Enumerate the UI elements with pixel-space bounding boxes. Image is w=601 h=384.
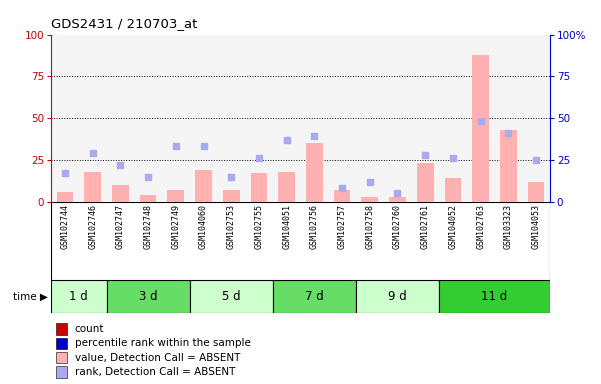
Bar bbox=[51, 280, 106, 313]
Bar bbox=[528, 182, 545, 202]
Point bbox=[504, 130, 513, 136]
Text: time ▶: time ▶ bbox=[13, 291, 48, 302]
Point bbox=[171, 143, 181, 149]
Text: GSM104051: GSM104051 bbox=[282, 204, 291, 249]
Text: GSM102760: GSM102760 bbox=[393, 204, 402, 249]
Text: 5 d: 5 d bbox=[222, 290, 240, 303]
Bar bbox=[472, 55, 489, 202]
Bar bbox=[56, 366, 67, 378]
Text: GSM102753: GSM102753 bbox=[227, 204, 236, 249]
Bar bbox=[389, 197, 406, 202]
Text: GSM102747: GSM102747 bbox=[116, 204, 125, 249]
Text: 1 d: 1 d bbox=[70, 290, 88, 303]
Point bbox=[115, 162, 125, 168]
Text: GSM102757: GSM102757 bbox=[338, 204, 347, 249]
Text: GSM102746: GSM102746 bbox=[88, 204, 97, 249]
Point bbox=[282, 137, 291, 143]
Bar bbox=[195, 170, 212, 202]
Text: GSM102758: GSM102758 bbox=[365, 204, 374, 249]
Bar bbox=[56, 323, 67, 335]
Bar bbox=[84, 172, 101, 202]
Text: GSM102744: GSM102744 bbox=[61, 204, 70, 249]
Bar bbox=[190, 280, 273, 313]
Bar bbox=[356, 280, 439, 313]
Point bbox=[365, 179, 374, 185]
Bar bbox=[140, 195, 156, 202]
Text: GSM102763: GSM102763 bbox=[476, 204, 485, 249]
Bar bbox=[500, 130, 517, 202]
Text: rank, Detection Call = ABSENT: rank, Detection Call = ABSENT bbox=[75, 367, 235, 377]
Text: count: count bbox=[75, 324, 104, 334]
Text: percentile rank within the sample: percentile rank within the sample bbox=[75, 338, 251, 348]
Text: GSM103323: GSM103323 bbox=[504, 204, 513, 249]
Bar bbox=[306, 143, 323, 202]
Text: GSM102748: GSM102748 bbox=[144, 204, 153, 249]
Text: value, Detection Call = ABSENT: value, Detection Call = ABSENT bbox=[75, 353, 240, 362]
Bar bbox=[168, 190, 184, 202]
Bar bbox=[278, 172, 295, 202]
Bar bbox=[273, 280, 356, 313]
Bar bbox=[106, 280, 190, 313]
Text: GSM104052: GSM104052 bbox=[448, 204, 457, 249]
Point bbox=[254, 155, 264, 161]
Text: GDS2431 / 210703_at: GDS2431 / 210703_at bbox=[51, 17, 198, 30]
Point bbox=[421, 152, 430, 158]
Bar bbox=[112, 185, 129, 202]
Text: GSM102756: GSM102756 bbox=[310, 204, 319, 249]
Text: GSM104060: GSM104060 bbox=[199, 204, 208, 249]
Point bbox=[476, 118, 486, 124]
Bar bbox=[251, 173, 267, 202]
Bar bbox=[56, 338, 67, 349]
Bar bbox=[445, 178, 461, 202]
Point bbox=[531, 157, 541, 163]
Bar bbox=[439, 280, 550, 313]
Point bbox=[227, 174, 236, 180]
Point bbox=[337, 185, 347, 191]
Text: 3 d: 3 d bbox=[139, 290, 157, 303]
Point bbox=[199, 143, 209, 149]
Text: 9 d: 9 d bbox=[388, 290, 407, 303]
Bar bbox=[223, 190, 240, 202]
Text: GSM102749: GSM102749 bbox=[171, 204, 180, 249]
Text: GSM102755: GSM102755 bbox=[254, 204, 263, 249]
Point bbox=[448, 155, 458, 161]
Point bbox=[392, 190, 402, 196]
Bar bbox=[361, 197, 378, 202]
Text: 7 d: 7 d bbox=[305, 290, 324, 303]
Point bbox=[88, 150, 97, 156]
Bar bbox=[56, 192, 73, 202]
Point bbox=[310, 133, 319, 139]
Bar bbox=[56, 352, 67, 364]
Bar bbox=[334, 190, 350, 202]
Point bbox=[60, 170, 70, 176]
Text: GSM104053: GSM104053 bbox=[531, 204, 540, 249]
Point bbox=[143, 174, 153, 180]
Text: GSM102761: GSM102761 bbox=[421, 204, 430, 249]
Bar bbox=[417, 163, 433, 202]
Text: 11 d: 11 d bbox=[481, 290, 508, 303]
